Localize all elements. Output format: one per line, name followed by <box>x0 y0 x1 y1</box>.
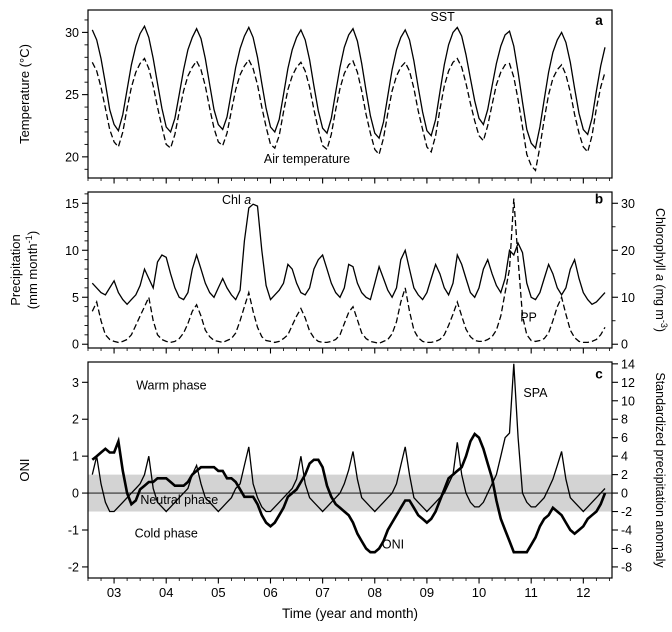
panel-c: -2-10123ONI-8-6-4-202468101214Standardiz… <box>17 357 667 600</box>
annotation-neutral-phase: Neutral phase <box>140 493 218 507</box>
y-tick-label: 2 <box>621 468 628 482</box>
series-spa-line <box>91 363 606 513</box>
y-tick-label: 1 <box>72 450 79 464</box>
panel-a-x-axis <box>87 178 610 184</box>
y-tick-label: -1 <box>68 524 79 538</box>
y-tick-label: -6 <box>621 542 632 556</box>
y-tick-label: 12 <box>621 376 635 390</box>
panel-b-y-axis-right: 0 10 20 30 <box>612 197 635 352</box>
y-axis-title-left: ONI <box>17 458 32 481</box>
annotation-c: c <box>595 367 603 382</box>
y-tick-label: 4 <box>621 450 628 464</box>
panel-b-y-axis-left: 0 5 10 15 <box>65 193 88 352</box>
annotation-a: a <box>595 13 603 28</box>
annotation-oni: ONI <box>382 537 404 551</box>
x-tick-label: 11 <box>524 585 538 600</box>
x-tick-label: 03 <box>107 585 121 600</box>
panel-c-y-axis-left: -2 -1 0 1 2 3 <box>68 376 88 574</box>
y-tick-label: 10 <box>621 394 635 408</box>
y-axis-title-right: Standardized precipitation anomaly <box>653 372 667 568</box>
annotation-chl-a: Chl a <box>222 193 251 207</box>
y-axis-title-right: Chlorophyll a (mg m-3) <box>653 208 669 332</box>
y-tick-label: 0 <box>621 487 628 501</box>
x-tick-label: 12 <box>576 585 590 600</box>
x-tick-label: 06 <box>263 585 277 600</box>
annotation-pp: PP <box>520 311 537 325</box>
panel-c-y-axis-right: -8 -6 -4 -2 0 2 4 6 8 10 12 14 <box>612 357 635 574</box>
y-tick-label: 3 <box>72 376 79 390</box>
y-axis-title-left: Temperature (°C) <box>17 44 32 144</box>
series-oni-line <box>91 431 607 554</box>
y-tick-label: 14 <box>621 357 635 371</box>
annotation-cold-phase: Cold phase <box>135 526 198 540</box>
y-tick-label: 15 <box>65 197 79 211</box>
x-tick-label: 10 <box>472 585 486 600</box>
y-tick-label: 20 <box>621 244 635 258</box>
x-tick-label: 04 <box>159 585 173 600</box>
y-tick-label: 8 <box>621 413 628 427</box>
y-tick-label: 6 <box>621 431 628 445</box>
y-tick-label: -4 <box>621 524 632 538</box>
annotation-air-temperature: Air temperature <box>264 152 350 166</box>
x-tick-label: 08 <box>368 585 382 600</box>
y-tick-label: 20 <box>65 150 79 164</box>
series-sst-line <box>91 24 606 150</box>
panel-a-border <box>87 9 613 179</box>
panel-b-border <box>87 191 613 349</box>
y-tick-label: 2 <box>72 413 79 427</box>
y-tick-label: 0 <box>72 338 79 352</box>
series-chl-a-line <box>91 203 606 306</box>
panel-b: 0 5 10 15 Precipitation (mm month-1) 0 10 20 30 Ch… <box>8 191 669 354</box>
panel-c-border <box>87 361 613 579</box>
annotation-b: b <box>595 191 603 206</box>
x-axis-title: Time (year and month) <box>282 606 418 621</box>
annotation-sst: SST <box>430 10 455 24</box>
panel-a-y-axis-left: 20 25 30 <box>65 19 88 170</box>
y-tick-label: 10 <box>621 291 635 305</box>
y-tick-label: 0 <box>621 338 628 352</box>
y-tick-label: -2 <box>68 560 79 574</box>
y-axis-title-left: (mm month-1) <box>24 231 40 309</box>
x-tick-label: 07 <box>315 585 329 600</box>
y-tick-label: 5 <box>72 291 79 305</box>
annotation-warm-phase: Warm phase <box>136 379 206 393</box>
y-tick-label: 30 <box>621 197 635 211</box>
panel-c-x-axis: 03 04 05 06 07 08 09 10 11 12 <box>87 578 610 600</box>
panel-a: 20 25 30 Temperature (°C) SST a Air temperatur… <box>17 9 613 184</box>
y-tick-label: -2 <box>621 505 632 519</box>
annotation-spa: SPA <box>523 386 548 400</box>
y-tick-label: 0 <box>72 487 79 501</box>
y-tick-label: -8 <box>621 560 632 574</box>
y-tick-label: 25 <box>65 88 79 102</box>
series-air-temperature-line <box>91 57 606 172</box>
x-tick-label: 09 <box>420 585 434 600</box>
series-pp-line <box>91 198 606 344</box>
x-tick-label: 05 <box>211 585 225 600</box>
panel-b-x-axis <box>87 348 610 354</box>
y-tick-label: 30 <box>65 26 79 40</box>
y-axis-title-left: Precipitation <box>8 234 23 306</box>
y-tick-label: 10 <box>65 244 79 258</box>
